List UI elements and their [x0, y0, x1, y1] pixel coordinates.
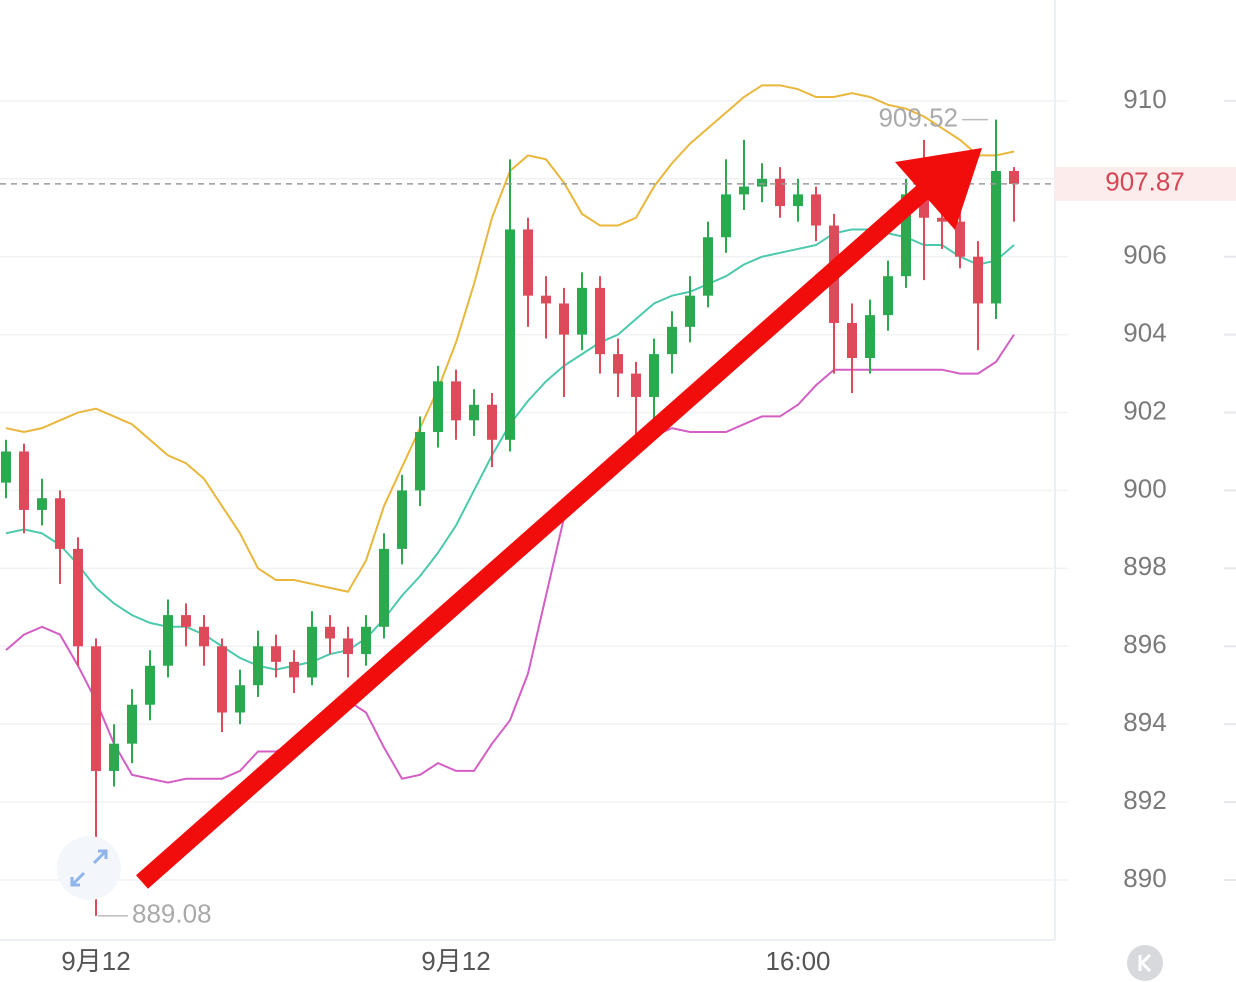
candle-body [577, 287, 587, 335]
k-button[interactable] [1127, 945, 1163, 981]
candle-body [667, 326, 677, 355]
candle-body [559, 303, 569, 335]
candle-body [145, 665, 155, 705]
candle-body [847, 322, 857, 359]
candle-body [433, 381, 443, 433]
last-price-tag [1055, 166, 1236, 201]
y-tick-label: 892 [1123, 785, 1166, 815]
max-label: 909.52 [878, 102, 958, 132]
candle-body [343, 638, 353, 655]
candle-body [973, 256, 983, 304]
candle-body [523, 229, 533, 296]
candle-body [613, 354, 623, 374]
candle-body [541, 295, 551, 304]
candle-body [865, 315, 875, 359]
y-tick-label: 906 [1123, 240, 1166, 270]
candle-body [739, 186, 749, 195]
x-tick-label: 9月12 [421, 946, 490, 976]
candle-body [757, 178, 767, 187]
y-tick-label: 894 [1123, 707, 1166, 737]
candle-body [91, 646, 101, 771]
candle-body [127, 704, 137, 744]
candle-body [505, 229, 515, 440]
candle-body [19, 451, 29, 510]
candle-body [1, 451, 11, 483]
y-tick-label: 902 [1123, 395, 1166, 425]
candle-body [775, 178, 785, 207]
candle-body [289, 661, 299, 678]
candle-body [793, 194, 803, 207]
candle-body [883, 276, 893, 316]
candle-body [955, 221, 965, 257]
candle-body [163, 615, 173, 666]
candle-body [937, 217, 947, 222]
candle-body [469, 404, 479, 421]
candle-body [685, 295, 695, 327]
candle-body [271, 646, 281, 662]
y-tick-label: 898 [1123, 551, 1166, 581]
candle-body [199, 626, 209, 647]
candle-body [379, 548, 389, 627]
y-tick-label: 900 [1123, 473, 1166, 503]
candle-body [181, 615, 191, 627]
candle-body [487, 404, 497, 440]
candle-body [811, 194, 821, 226]
y-tick-label: 910 [1123, 84, 1166, 114]
candle-body [1009, 171, 1019, 184]
x-tick-label: 9月12 [61, 946, 130, 976]
expand-icon[interactable] [57, 836, 121, 900]
candle-body [217, 646, 227, 713]
candle-body [919, 194, 929, 218]
last-price-label: 907.87 [1105, 167, 1185, 197]
band-line [5, 334, 1015, 784]
candle-body [253, 646, 263, 686]
candle-body [307, 626, 317, 678]
candle-body [415, 432, 425, 491]
y-tick-label: 890 [1123, 863, 1166, 893]
candle-body [991, 171, 1001, 304]
candle-body [649, 354, 659, 397]
y-tick-label: 904 [1123, 318, 1166, 348]
candle-body [451, 381, 461, 421]
candle-body [235, 685, 245, 713]
min-label: 889.08 [132, 899, 212, 929]
candle-body [703, 237, 713, 296]
candle-body [55, 498, 65, 549]
y-tick-label: 896 [1123, 629, 1166, 659]
candle-body [325, 626, 335, 639]
candle-body [901, 194, 911, 277]
candle-body [397, 490, 407, 549]
candle-body [361, 626, 371, 655]
x-tick-label: 16:00 [765, 946, 830, 976]
candle-body [37, 498, 47, 510]
candle-body [595, 287, 605, 355]
candle-body [73, 548, 83, 647]
trend-arrow [136, 148, 982, 889]
candle-body [721, 194, 731, 238]
candle-body [631, 373, 641, 397]
candle-body [109, 743, 119, 771]
